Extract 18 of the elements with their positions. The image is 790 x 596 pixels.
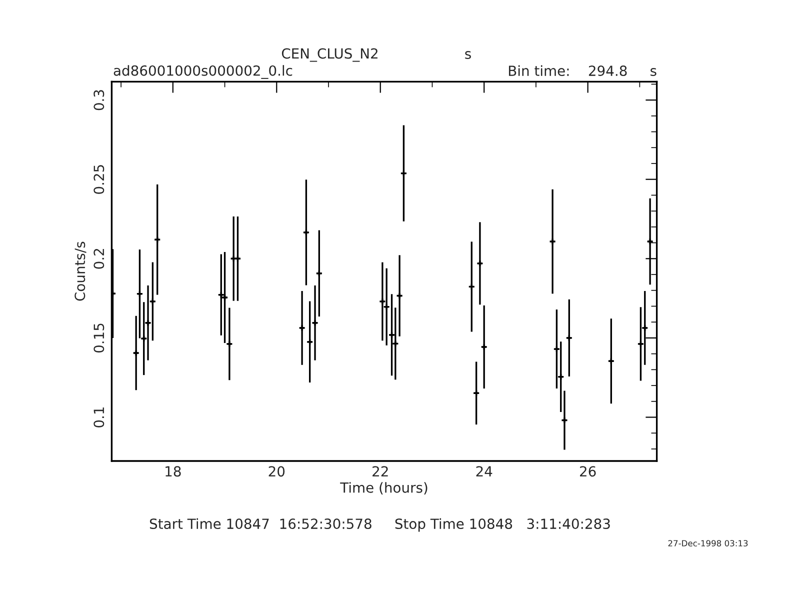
y-axis-title: Counts/s [74, 242, 86, 301]
chart-title: CEN_CLUS_N2 [282, 48, 378, 62]
y-tick-label: 0.25 [94, 165, 104, 194]
y-tick-label: 0.1 [94, 407, 104, 428]
text: Start Time 10847 16:52:30:578 Stop Time 10848 3:11:40:283 [150, 518, 610, 532]
x-tick-label: 18 [166, 466, 181, 477]
x-axis-title: Time (hours) [340, 482, 428, 494]
text: Bin time: 294.8 s [508, 65, 656, 76]
y-tick-label: 0.3 [94, 90, 104, 110]
text: s [465, 51, 471, 60]
text: 27-Dec-1998 03:13 [668, 540, 748, 546]
text: ad86001000s000002_0.lc [114, 65, 292, 79]
x-tick-label: 24 [476, 466, 492, 476]
x-tick-label: 22 [372, 466, 388, 476]
y-tick-label: 0.15 [94, 324, 104, 352]
x-tick-label: 26 [580, 466, 596, 477]
x-tick-label: 20 [268, 466, 285, 477]
y-tick-label: 0.2 [94, 248, 104, 269]
